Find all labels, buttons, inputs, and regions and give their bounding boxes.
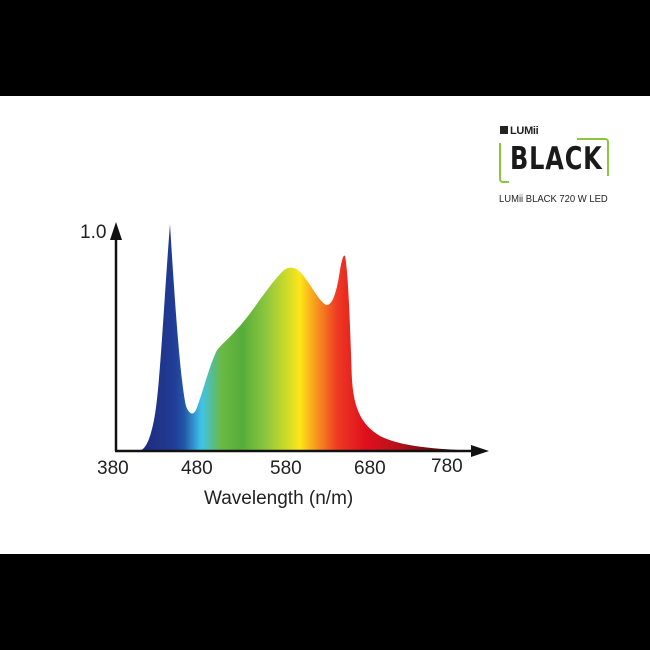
x-axis-arrow-icon	[471, 445, 489, 457]
x-tick-480: 480	[181, 458, 213, 479]
logo-frame-left	[499, 143, 509, 183]
logo-square-icon	[500, 126, 508, 134]
x-tick-580: 580	[270, 458, 302, 479]
x-tick-680: 680	[354, 458, 386, 479]
logo-frame-right	[577, 138, 609, 176]
y-tick-label: 1.0	[80, 222, 107, 243]
y-axis-arrow-icon	[110, 222, 122, 240]
spectrum-area	[140, 224, 480, 451]
x-tick-380: 380	[97, 458, 129, 479]
logo-brand: LUMii	[500, 125, 539, 137]
product-name: LUMii BLACK 720 W LED	[499, 193, 608, 205]
x-axis-label: Wavelength (n/m)	[204, 488, 354, 509]
x-tick-780: 780	[431, 456, 463, 477]
logo-wordmark: BLACK	[510, 141, 603, 177]
